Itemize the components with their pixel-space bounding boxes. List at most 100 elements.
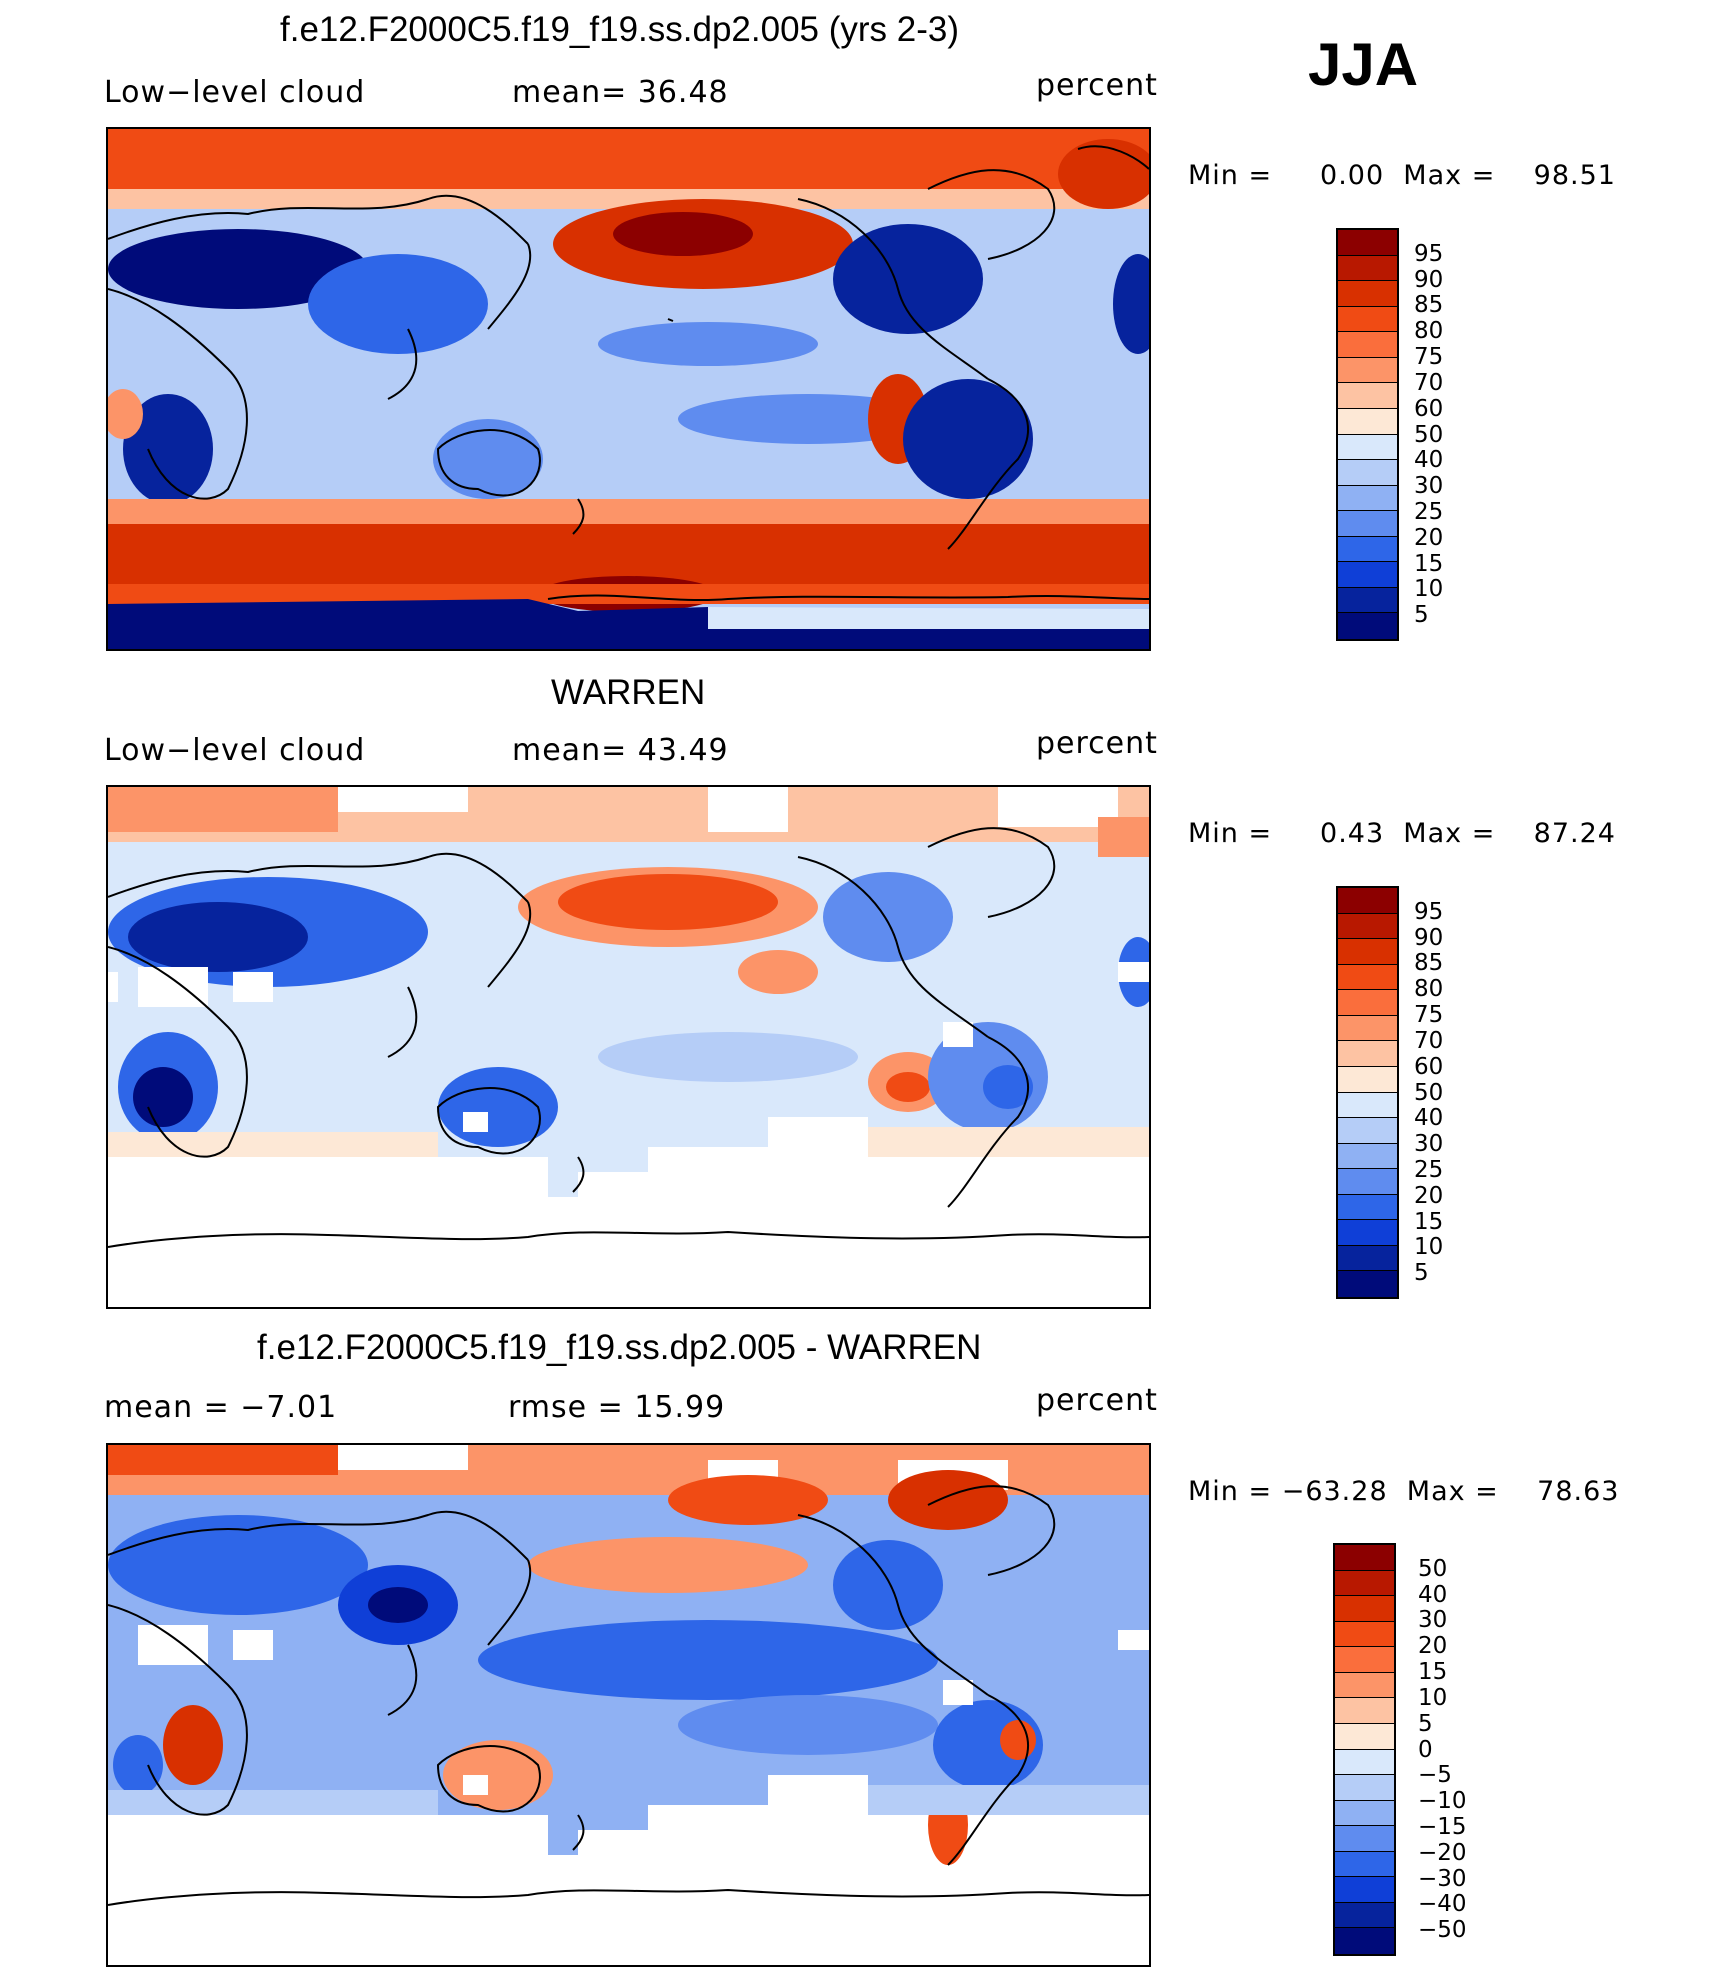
- colorbar-swatch: [1335, 1851, 1394, 1878]
- panel1-minmax: Min = 0.00 Max = 98.51: [1188, 160, 1616, 191]
- south-america-low: [903, 379, 1033, 499]
- colorbar-tick-label: −40: [1418, 1891, 1467, 1918]
- panel2-variable-label: Low−level cloud: [104, 733, 366, 768]
- colorbar-tick-label: −15: [1418, 1813, 1467, 1840]
- panel3-rmse-label: rmse = 15.99: [508, 1390, 726, 1425]
- colorbar-tick-label: 0: [1418, 1736, 1433, 1763]
- colorbar-swatch: [1338, 434, 1397, 461]
- panel3-map-svg: [108, 1445, 1149, 1965]
- colorbar-swatch: [1338, 939, 1397, 965]
- colorbar-swatch: [1335, 1877, 1394, 1903]
- colorbar-swatch: [1338, 1118, 1397, 1144]
- coastlines: [108, 1485, 1149, 1906]
- panel1-map-svg: [108, 129, 1149, 649]
- panel2-map: [106, 785, 1151, 1309]
- colorbar-swatch: [1335, 1570, 1394, 1597]
- colorbar-tick-label: 30: [1414, 1131, 1444, 1158]
- colorbar-swatch: [1335, 1698, 1394, 1724]
- colorbar-tick-label: 85: [1414, 292, 1444, 319]
- colorbar-tick-label: 90: [1414, 266, 1444, 293]
- colorbar-tick-label: 30: [1418, 1607, 1448, 1634]
- colorbar-tick-label: −10: [1418, 1788, 1467, 1815]
- colorbar-tick-label: 40: [1418, 1581, 1448, 1608]
- colorbar-swatch: [1338, 1194, 1397, 1221]
- colorbar-tick-label: 80: [1414, 976, 1444, 1003]
- colorbar-tick-label: −20: [1418, 1839, 1467, 1866]
- colorbar-tick-label: 60: [1414, 1053, 1444, 1080]
- antarctica-low: [108, 599, 1149, 649]
- colorbar-swatch: [1338, 460, 1397, 486]
- panel2-title: WARREN: [551, 673, 706, 712]
- panel1-variable-label: Low−level cloud: [104, 75, 366, 110]
- north-america-low: [823, 872, 953, 962]
- panel1-units-label: percent: [1036, 68, 1158, 103]
- colorbar-tick-label: 5: [1418, 1710, 1433, 1737]
- colorbar-tick-label: 25: [1414, 1156, 1444, 1183]
- colorbar-tick-label: −30: [1418, 1865, 1467, 1892]
- colorbar-tick-label: 5: [1414, 602, 1429, 629]
- colorbar-tick-label: 10: [1414, 1234, 1444, 1261]
- colorbar-swatch: [1338, 562, 1397, 588]
- southern-ocean-band: [108, 524, 1149, 584]
- colorbar-tick-label: 75: [1414, 344, 1444, 371]
- colorbar-swatch: [1335, 1800, 1394, 1827]
- sahara-low: [108, 229, 368, 309]
- colorbar-tick-label: 40: [1414, 447, 1444, 474]
- panel2-units-label: percent: [1036, 726, 1158, 761]
- colorbar-swatch: [1338, 913, 1397, 940]
- colorbar-swatch: [1338, 1169, 1397, 1195]
- panel3-minmax: Min = −63.28 Max = 78.63: [1188, 1476, 1620, 1507]
- colorbar-tick-label: 20: [1414, 1182, 1444, 1209]
- colorbar-tick-label: 90: [1414, 924, 1444, 951]
- colorbar-tick-label: 15: [1414, 550, 1444, 577]
- colorbar-swatch: [1335, 1902, 1394, 1929]
- colorbar-tick-label: 20: [1414, 524, 1444, 551]
- colorbar-tick-label: 15: [1414, 1208, 1444, 1235]
- colorbar-swatch: [1335, 1596, 1394, 1622]
- colorbar-swatch: [1335, 1928, 1394, 1954]
- panel1-map: [106, 127, 1151, 651]
- colorbar-swatch: [1338, 1220, 1397, 1246]
- colorbar-swatch: [1338, 408, 1397, 435]
- panel2-minmax: Min = 0.43 Max = 87.24: [1188, 818, 1616, 849]
- colorbar-swatch: [1338, 357, 1397, 384]
- colorbar-swatch: [1335, 1826, 1394, 1852]
- colorbar-swatch: [1338, 536, 1397, 563]
- colorbar-tick-label: 20: [1418, 1633, 1448, 1660]
- colorbar-swatch: [1338, 1092, 1397, 1119]
- colorbar-tick-label: 50: [1418, 1555, 1448, 1582]
- colorbar-swatch: [1338, 964, 1397, 991]
- australia-low: [438, 1067, 558, 1147]
- colorbar-swatch: [1338, 255, 1397, 282]
- colorbar-swatch: [1338, 383, 1397, 409]
- panel3-mean-label: mean = −7.01: [104, 1390, 338, 1425]
- colorbar-tick-label: 25: [1414, 498, 1444, 525]
- colorbar-swatch: [1338, 1245, 1397, 1272]
- colorbar-swatch: [1338, 888, 1397, 914]
- panel3-title: f.e12.F2000C5.f19_f19.ss.dp2.005 - WARRE…: [257, 1328, 982, 1367]
- colorbar-swatch: [1335, 1621, 1394, 1648]
- colorbar-swatch: [1335, 1672, 1394, 1699]
- colorbar-swatch: [1335, 1775, 1394, 1801]
- colorbar-swatch: [1338, 1041, 1397, 1067]
- colorbar-tick-label: 70: [1414, 369, 1444, 396]
- panel3-colorbar: [1333, 1543, 1396, 1956]
- panel3-units-label: percent: [1036, 1383, 1158, 1418]
- colorbar-swatch: [1335, 1723, 1394, 1750]
- north-pacific-positive: [528, 1537, 808, 1593]
- colorbar-swatch: [1338, 1143, 1397, 1170]
- australia-positive: [443, 1740, 553, 1810]
- colorbar-tick-label: −5: [1418, 1762, 1452, 1789]
- north-america-low: [833, 224, 983, 334]
- panel1-mean-label: mean= 36.48: [512, 75, 729, 110]
- colorbar-swatch: [1338, 990, 1397, 1016]
- season-label: JJA: [1308, 31, 1419, 98]
- colorbar-swatch: [1338, 1271, 1397, 1297]
- colorbar-tick-label: 95: [1414, 240, 1444, 267]
- colorbar-swatch: [1338, 332, 1397, 358]
- colorbar-swatch: [1338, 485, 1397, 512]
- colorbar-tick-label: 95: [1414, 898, 1444, 925]
- arctic-band: [108, 129, 1149, 189]
- colorbar-swatch: [1335, 1647, 1394, 1673]
- colorbar-tick-label: 85: [1414, 950, 1444, 977]
